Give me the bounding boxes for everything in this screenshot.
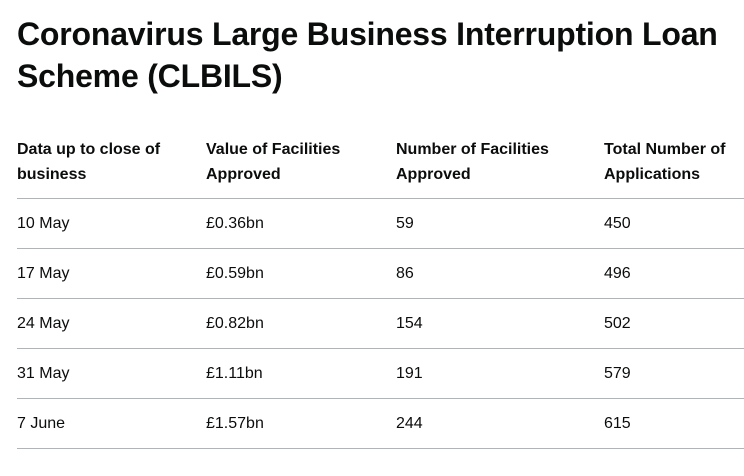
- cell-date: 24 May: [17, 298, 206, 349]
- cell-total-applications: 496: [604, 248, 744, 299]
- cell-value-approved: £1.11bn: [206, 348, 396, 399]
- table-row: 7 June £1.57bn 244 615: [17, 398, 744, 449]
- table-body: 10 May £0.36bn 59 450 17 May £0.59bn 86 …: [17, 198, 744, 449]
- cell-number-approved: 191: [396, 348, 604, 399]
- cell-date: 10 May: [17, 198, 206, 249]
- cell-number-approved: 244: [396, 398, 604, 449]
- cell-total-applications: 615: [604, 398, 744, 449]
- cell-value-approved: £0.59bn: [206, 248, 396, 299]
- column-header-total-applications: Total Number of Applications: [604, 127, 744, 199]
- cell-number-approved: 154: [396, 298, 604, 349]
- cell-number-approved: 86: [396, 248, 604, 299]
- cell-date: 17 May: [17, 248, 206, 299]
- cell-date: 7 June: [17, 398, 206, 449]
- table-row: 10 May £0.36bn 59 450: [17, 198, 744, 249]
- cell-value-approved: £0.36bn: [206, 198, 396, 249]
- column-header-value-approved: Value of Facilities Approved: [206, 127, 396, 199]
- column-header-number-approved: Number of Facilities Approved: [396, 127, 604, 199]
- cell-number-approved: 59: [396, 198, 604, 249]
- cell-total-applications: 450: [604, 198, 744, 249]
- cell-total-applications: 579: [604, 348, 744, 399]
- cell-total-applications: 502: [604, 298, 744, 349]
- table-header-row: Data up to close of business Value of Fa…: [17, 127, 744, 199]
- cell-value-approved: £1.57bn: [206, 398, 396, 449]
- clbils-table: Data up to close of business Value of Fa…: [17, 127, 744, 449]
- cell-value-approved: £0.82bn: [206, 298, 396, 349]
- table-row: 31 May £1.11bn 191 579: [17, 348, 744, 399]
- table-row: 17 May £0.59bn 86 496: [17, 248, 744, 299]
- column-header-date: Data up to close of business: [17, 127, 206, 199]
- table-row: 24 May £0.82bn 154 502: [17, 298, 744, 349]
- cell-date: 31 May: [17, 348, 206, 399]
- table-header: Data up to close of business Value of Fa…: [17, 127, 744, 199]
- page-title: Coronavirus Large Business Interruption …: [17, 16, 718, 94]
